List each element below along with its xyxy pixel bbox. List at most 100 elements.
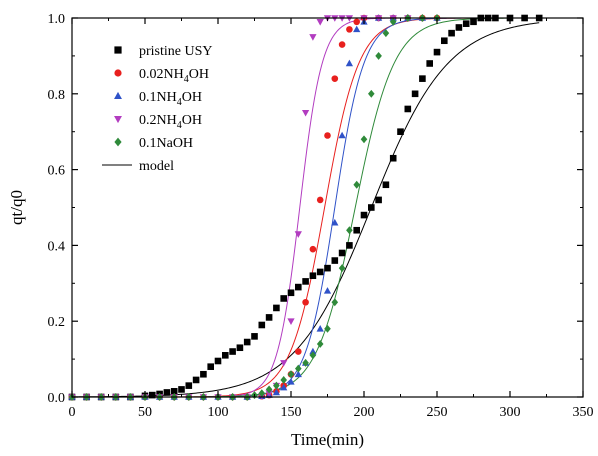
square-marker — [375, 196, 382, 204]
circle-marker — [324, 132, 331, 139]
label-part: 0.02NH — [139, 67, 184, 82]
square-marker — [302, 278, 309, 285]
diamond-marker — [273, 381, 280, 390]
triangle-up-marker — [323, 287, 332, 294]
triangle-up-marker — [338, 131, 346, 139]
circle-marker — [353, 18, 361, 26]
diamond-marker — [353, 180, 360, 189]
triangle-down-marker — [301, 109, 310, 117]
y-tick-label: 0.6 — [48, 164, 66, 179]
triangle-down-marker — [316, 18, 324, 26]
square-marker — [411, 90, 419, 98]
triangle-up-marker — [280, 383, 288, 391]
square-marker — [419, 75, 426, 82]
square-marker — [331, 257, 339, 264]
subscript: 4 — [177, 120, 182, 131]
y-tick-label: 0.2 — [48, 315, 66, 330]
y-tick-label: 0.4 — [48, 239, 66, 254]
square-marker — [236, 344, 244, 352]
triangle-up-marker — [272, 388, 281, 396]
series-0-1naoh — [68, 14, 441, 401]
diamond-marker — [114, 137, 122, 147]
circle-marker — [338, 41, 346, 48]
circle-marker — [346, 26, 353, 33]
triangle-up-marker — [331, 218, 339, 226]
square-marker — [441, 37, 448, 45]
legend-label: 0.1NH4OH — [139, 90, 202, 108]
x-tick-label: 150 — [281, 405, 302, 420]
triangle-down-marker — [287, 318, 295, 325]
circle-marker — [302, 298, 309, 306]
diamond-marker — [309, 351, 317, 360]
legend: pristine USY0.02NH4OH0.1NH4OH0.2NH4OH0.1… — [102, 44, 213, 174]
square-marker — [207, 363, 214, 370]
triangle-up-marker — [316, 324, 324, 332]
square-marker — [309, 272, 317, 280]
series-0-1nh4oh — [68, 14, 441, 400]
diamond-marker — [316, 339, 324, 348]
diamond-marker — [295, 364, 302, 373]
triangle-up-marker — [345, 59, 354, 67]
diamond-marker — [346, 226, 353, 235]
square-marker — [382, 181, 390, 189]
diamond-marker — [368, 89, 375, 98]
square-marker — [353, 226, 360, 234]
triangle-up-marker — [309, 347, 317, 355]
square-marker — [114, 46, 122, 54]
triangle-down-marker — [114, 115, 122, 124]
diamond-marker — [280, 375, 287, 384]
x-tick-label: 50 — [138, 405, 152, 420]
y-tick-label: 0.8 — [48, 88, 66, 103]
legend-label: 0.2NH4OH — [139, 113, 202, 131]
triangle-up-marker — [114, 91, 122, 100]
circle-marker — [114, 69, 122, 77]
square-marker — [397, 128, 404, 135]
square-marker — [404, 105, 412, 113]
square-marker — [185, 382, 193, 389]
x-tick-label: 100 — [208, 405, 229, 420]
series-0-02nh4oh — [68, 14, 441, 401]
diamond-marker — [331, 298, 339, 307]
circle-marker — [331, 75, 339, 82]
square-marker — [455, 24, 463, 31]
x-tick-label: 200 — [354, 405, 375, 420]
subscript: 4 — [177, 97, 182, 108]
diamond-marker — [375, 51, 382, 60]
square-marker — [368, 204, 375, 211]
model-curve — [72, 17, 510, 398]
label-part: 0.2NH — [139, 113, 177, 128]
label-part: 0.1NaOH — [139, 136, 193, 151]
square-marker — [470, 18, 477, 26]
triangle-up-marker — [353, 25, 361, 33]
triangle-down-marker — [294, 231, 302, 238]
circle-marker — [316, 196, 324, 204]
diamond-marker — [338, 264, 346, 273]
diamond-marker — [360, 135, 368, 144]
model-curve — [72, 17, 510, 398]
square-marker — [389, 154, 397, 162]
square-marker — [192, 376, 200, 384]
square-marker — [316, 268, 324, 276]
label-part: OH — [182, 113, 202, 128]
circle-marker — [295, 348, 302, 355]
square-marker — [360, 211, 368, 219]
square-marker — [163, 389, 171, 396]
square-marker — [346, 242, 353, 249]
x-tick-label: 250 — [427, 405, 448, 420]
diamond-marker — [302, 358, 309, 367]
square-marker — [200, 370, 207, 378]
x-tick-label: 300 — [500, 405, 521, 420]
y-tick-label: 0.0 — [48, 391, 66, 406]
square-marker — [324, 264, 331, 272]
triangle-down-marker — [265, 390, 273, 398]
model-curve — [72, 17, 510, 398]
square-marker — [265, 314, 273, 321]
axis-ticks: 0 50 100 150 200 250 300 350 0.0 0.2 0.4 0.6 0.8 1.0 — [48, 12, 594, 420]
square-marker — [338, 249, 346, 257]
y-axis-title: qt/q0 — [7, 190, 26, 225]
square-marker — [243, 338, 251, 346]
label-part: 0.1NH — [139, 90, 177, 105]
square-marker — [214, 357, 222, 365]
diamond-marker — [287, 370, 295, 379]
